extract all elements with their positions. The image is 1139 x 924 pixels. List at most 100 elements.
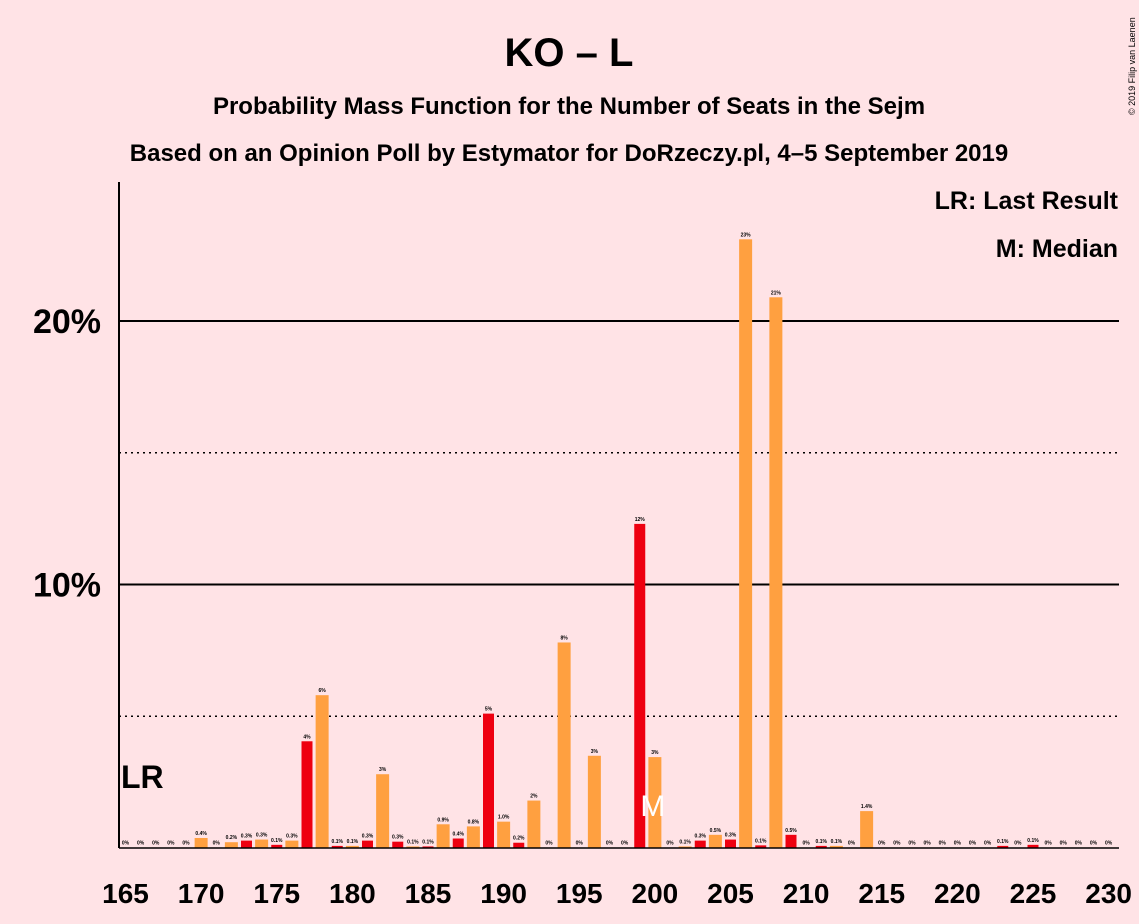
bar-label-199: 12%	[635, 517, 646, 523]
bar-190	[497, 821, 511, 848]
chart-source: Based on an Opinion Poll by Estymator fo…	[130, 140, 1008, 167]
bar-label-221: 0%	[969, 840, 977, 846]
bar-label-210: 0%	[803, 840, 811, 846]
bar-174	[255, 839, 269, 848]
bar-184	[406, 846, 420, 848]
bar-205	[725, 839, 736, 848]
y-tick-10: 10%	[33, 567, 101, 605]
bar-176	[285, 840, 299, 848]
bar-label-229: 0%	[1090, 840, 1098, 846]
bar-208	[769, 297, 783, 848]
bar-label-202: 0.1%	[679, 839, 691, 845]
bar-label-217: 0%	[908, 840, 916, 846]
bar-187	[452, 838, 464, 848]
x-tick-215: 215	[858, 878, 905, 909]
bar-label-167: 0%	[152, 840, 160, 846]
bar-label-227: 0%	[1060, 840, 1068, 846]
bar-label-194: 8%	[561, 635, 569, 641]
bar-label-222: 0%	[984, 840, 992, 846]
bar-label-212: 0.1%	[831, 839, 843, 845]
legend-last-result: LR: Last Result	[935, 187, 1119, 215]
bar-label-187: 0.4%	[453, 832, 465, 838]
bar-label-192: 2%	[530, 794, 538, 800]
bar-label-223: 0.1%	[997, 839, 1009, 845]
x-axis-ticks: 165 170 175 180 185 190 195 200 205 210 215 220 225 2…	[102, 878, 1132, 909]
chart-subtitle: Probability Mass Function for the Number…	[213, 93, 925, 120]
bar-label-228: 0%	[1075, 840, 1083, 846]
bar-label-198: 0%	[621, 840, 629, 846]
x-tick-185: 185	[405, 878, 452, 909]
bar-label-219: 0%	[939, 840, 947, 846]
bar-label-177: 4%	[303, 734, 311, 740]
bar-188	[466, 826, 480, 848]
bar-212	[829, 845, 843, 848]
bar-label-203: 0.3%	[695, 834, 707, 840]
bar-label-216: 0%	[893, 840, 901, 846]
bar-181	[362, 840, 373, 848]
x-tick-180: 180	[329, 878, 376, 909]
bar-label-195: 0%	[576, 840, 584, 846]
bar-label-191: 0.2%	[513, 836, 525, 842]
bar-175	[271, 844, 283, 848]
bar-label-190: 1.0%	[498, 815, 510, 821]
bar-label-184: 0.1%	[407, 839, 419, 845]
bar-223	[997, 845, 1009, 848]
bar-203	[694, 840, 706, 848]
bar-label-226: 0%	[1045, 840, 1053, 846]
bar-label-211: 0.1%	[816, 839, 828, 845]
bar-196	[587, 755, 601, 848]
x-tick-165: 165	[102, 878, 149, 909]
last-result-marker: LR	[121, 759, 164, 795]
bar-label-213: 0%	[848, 840, 856, 846]
bar-185	[422, 846, 434, 848]
bar-label-171: 0%	[213, 840, 221, 846]
bar-209	[785, 834, 797, 848]
x-tick-175: 175	[253, 878, 300, 909]
bar-label-185: 0.1%	[422, 839, 434, 845]
bar-label-197: 0%	[606, 840, 614, 846]
median-marker: M	[640, 790, 665, 823]
bar-label-205: 0.3%	[725, 833, 737, 839]
bar-label-189: 5%	[485, 707, 493, 713]
bar-180	[345, 845, 359, 848]
copyright: © 2019 Filip van Laenen	[1127, 17, 1137, 115]
x-tick-170: 170	[178, 878, 225, 909]
bar-labels: 0% 0% 0% 0% 0%0.4%0%0.2% 0.3% 0.3%0.1%0.3%4%6%…	[122, 232, 1113, 846]
bar-178	[315, 695, 329, 848]
bar-label-214: 1.4%	[861, 804, 873, 810]
bar-label-230: 0%	[1105, 840, 1113, 846]
bar-label-179: 0.1%	[332, 839, 344, 845]
bar-label-215: 0%	[878, 840, 886, 846]
bar-label-193: 0%	[545, 840, 553, 846]
bar-186	[436, 824, 450, 848]
bar-label-206: 23%	[741, 232, 752, 238]
x-tick-190: 190	[480, 878, 527, 909]
bar-label-188: 0.8%	[468, 819, 480, 825]
bar-label-201: 0%	[666, 840, 674, 846]
legend-median: M: Median	[996, 235, 1118, 263]
bar-label-225: 0.1%	[1027, 838, 1039, 844]
bar-191	[513, 842, 525, 848]
bar-177	[301, 741, 313, 848]
bar-194	[557, 642, 571, 848]
bar-label-204: 0.5%	[710, 828, 722, 834]
bars	[120, 239, 1116, 848]
bar-173	[241, 840, 252, 848]
bar-202	[678, 846, 692, 848]
bar-label-172: 0.2%	[226, 835, 238, 841]
bar-199	[634, 523, 646, 848]
bar-214	[860, 811, 874, 848]
bar-label-175: 0.1%	[271, 838, 283, 844]
bar-label-174: 0.3%	[256, 833, 268, 839]
x-tick-230: 230	[1085, 878, 1132, 909]
x-tick-220: 220	[934, 878, 981, 909]
bar-179	[331, 845, 343, 848]
x-tick-205: 205	[707, 878, 754, 909]
bar-label-209: 0.5%	[785, 828, 797, 834]
bar-207	[755, 845, 767, 848]
bar-189	[483, 713, 494, 848]
bar-label-169: 0%	[182, 840, 190, 846]
x-tick-200: 200	[632, 878, 679, 909]
x-tick-210: 210	[783, 878, 830, 909]
